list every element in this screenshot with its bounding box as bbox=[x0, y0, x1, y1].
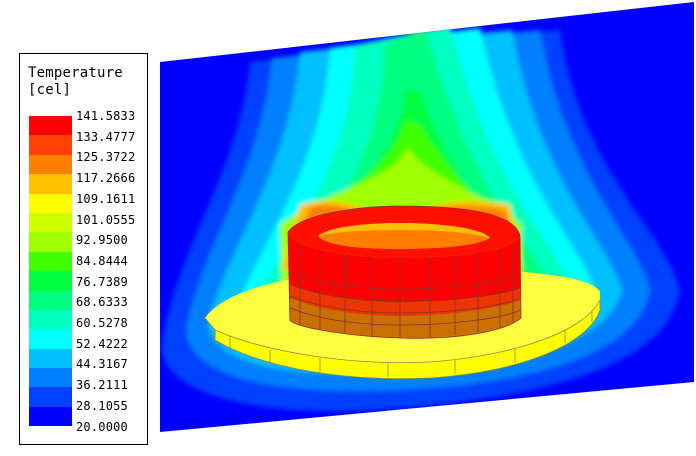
legend-swatch bbox=[29, 116, 72, 136]
legend-swatch bbox=[29, 232, 72, 252]
legend-swatch bbox=[29, 135, 72, 155]
legend-tick-label: 60.5278 bbox=[76, 316, 128, 330]
legend-tick-label: 36.2111 bbox=[76, 378, 128, 393]
legend-tick-label: 20.0000 bbox=[76, 419, 128, 434]
legend-color-scale bbox=[29, 116, 72, 427]
legend-title: Temperature bbox=[28, 65, 123, 81]
legend-swatch bbox=[29, 348, 72, 369]
legend-swatch bbox=[29, 290, 72, 310]
legend-tick-label: 117.2666 bbox=[76, 171, 136, 186]
legend-swatch bbox=[29, 309, 72, 330]
legend-swatch bbox=[29, 406, 72, 427]
legend-tick-label: 28.1055 bbox=[76, 398, 128, 413]
legend-swatch bbox=[29, 271, 72, 291]
legend-tick-label: 84.8444 bbox=[76, 253, 128, 268]
legend-tick-label: 133.4777 bbox=[76, 129, 136, 144]
legend-swatch bbox=[29, 212, 72, 233]
legend-tick-label: 52.4222 bbox=[76, 336, 128, 351]
legend-swatch bbox=[29, 387, 72, 407]
legend-unit: [cel] bbox=[28, 82, 72, 98]
legend-swatch bbox=[29, 329, 72, 349]
legend-tick-label: 92.9500 bbox=[76, 233, 128, 248]
legend-tick-label: 76.7389 bbox=[76, 274, 128, 289]
legend-tick-label: 141.5833 bbox=[76, 109, 136, 123]
legend-tick-label: 125.3722 bbox=[76, 150, 136, 165]
legend-tick-label: 44.3167 bbox=[76, 357, 128, 372]
legend-swatch bbox=[29, 154, 72, 175]
legend-tick-label: 101.0555 bbox=[76, 212, 136, 227]
coil-ring bbox=[287, 205, 522, 339]
legend-tick-label: 109.1611 bbox=[76, 191, 136, 206]
legend-swatch bbox=[29, 368, 72, 388]
temperature-legend: Temperature [cel] 141.5833 133.4777 125.37… bbox=[19, 53, 148, 445]
legend-swatch bbox=[29, 251, 72, 272]
legend-swatch bbox=[29, 193, 72, 213]
legend-swatch bbox=[29, 174, 72, 194]
legend-tick-label: 68.6333 bbox=[76, 295, 128, 310]
